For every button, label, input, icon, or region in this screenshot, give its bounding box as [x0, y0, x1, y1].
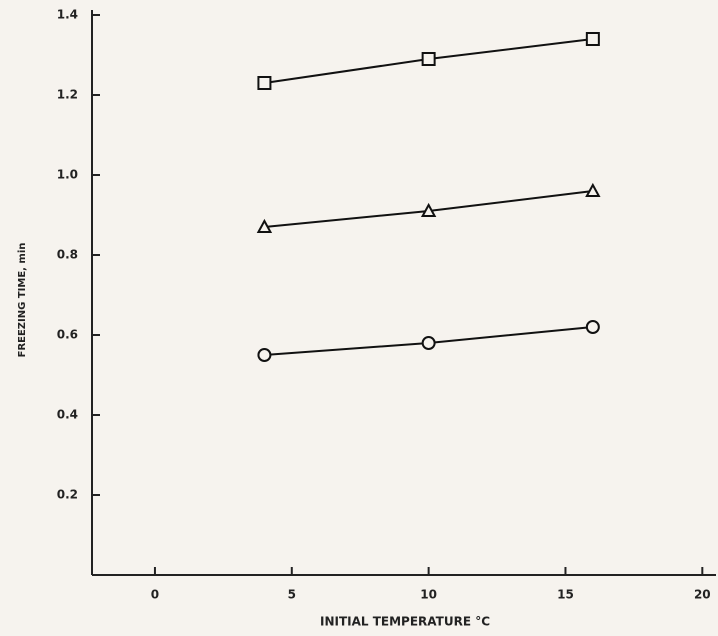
chart: INITIAL TEMPERATURE °C FREEZING TIME, mi… [0, 0, 718, 636]
y-tick-label: 1.2 [57, 88, 78, 102]
x-tick-label: 5 [288, 588, 296, 602]
square-marker [587, 33, 599, 45]
square-marker [423, 53, 435, 65]
x-tick-label: 20 [694, 588, 711, 602]
y-tick-label: 0.4 [57, 408, 78, 422]
y-tick-label: 1.4 [57, 8, 78, 22]
square-marker [258, 77, 270, 89]
circle-marker [587, 321, 599, 333]
x-tick-label: 0 [151, 588, 159, 602]
y-tick-label: 0.2 [57, 488, 78, 502]
y-tick-label: 1.0 [57, 168, 78, 182]
y-tick-label: 0.8 [57, 248, 78, 262]
x-tick-label: 10 [420, 588, 437, 602]
x-axis-label: INITIAL TEMPERATURE °C [320, 615, 490, 629]
circle-marker [258, 349, 270, 361]
circle-marker [423, 337, 435, 349]
y-axis-label: FREEZING TIME, min [17, 243, 28, 358]
background [0, 0, 718, 636]
y-tick-label: 0.6 [57, 328, 78, 342]
x-tick-label: 15 [557, 588, 574, 602]
